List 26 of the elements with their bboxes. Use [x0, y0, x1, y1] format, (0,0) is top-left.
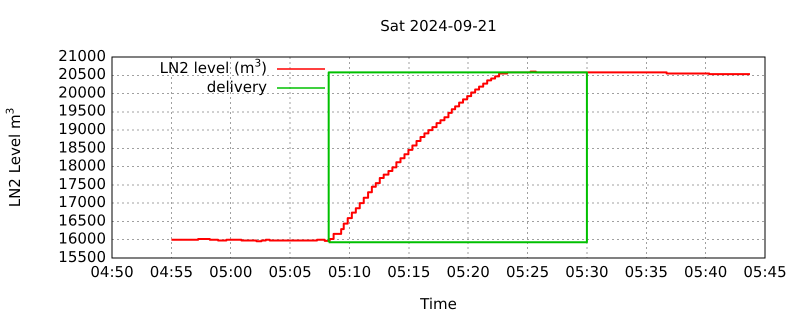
y-axis-title: LN2 Level m3 — [4, 108, 24, 208]
y-tick-label: 20500 — [58, 65, 106, 84]
x-tick-label: 05:25 — [506, 262, 550, 281]
x-tick-label: 05:20 — [446, 262, 490, 281]
x-tick-label: 05:00 — [209, 262, 252, 281]
x-tick-label: 05:45 — [743, 262, 787, 281]
y-tick-label: 16500 — [58, 211, 106, 230]
x-tick-label: 05:40 — [684, 262, 728, 281]
y-tick-label: 20000 — [58, 83, 106, 102]
x-tick-label: 05:05 — [268, 262, 312, 281]
y-tick-label: 18500 — [58, 138, 106, 156]
x-tick-label: 05:35 — [624, 262, 668, 281]
legend-label: delivery — [206, 78, 268, 96]
y-tick-label: 19500 — [58, 102, 106, 120]
y-tick-label: 21000 — [58, 46, 106, 65]
x-axis-title: Time — [419, 294, 457, 313]
chart-title: Sat 2024-09-21 — [380, 16, 497, 35]
y-tick-label: 18000 — [58, 156, 106, 175]
x-tick-label: 05:15 — [387, 262, 430, 281]
y-tick-label: 16000 — [58, 230, 106, 248]
y-tick-label: 17500 — [58, 174, 106, 193]
y-tick-label: 17000 — [58, 193, 106, 212]
x-tick-label: 05:30 — [565, 262, 609, 281]
y-tick-label: 19000 — [58, 120, 106, 138]
x-tick-label: 04:55 — [150, 262, 194, 281]
x-tick-label: 05:10 — [328, 262, 372, 281]
